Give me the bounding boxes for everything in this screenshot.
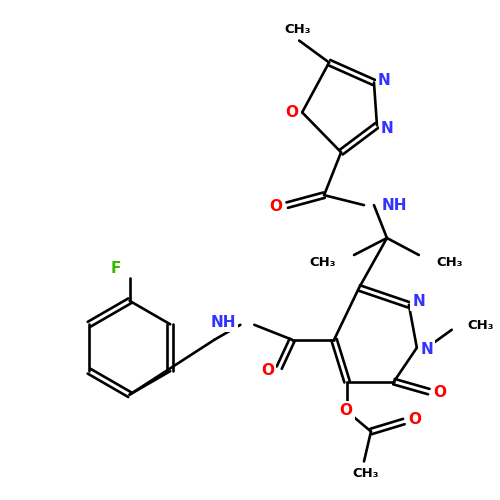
Text: O: O	[434, 385, 446, 400]
Text: CH₃: CH₃	[284, 23, 310, 36]
Text: N: N	[378, 73, 390, 88]
Text: NH: NH	[211, 316, 236, 330]
Text: CH₃: CH₃	[437, 256, 464, 270]
Text: N: N	[380, 121, 394, 136]
Text: O: O	[261, 363, 274, 378]
Text: O: O	[340, 403, 352, 418]
Text: N: N	[420, 342, 433, 357]
Text: O: O	[286, 105, 298, 120]
Text: N: N	[412, 294, 425, 310]
Text: O: O	[408, 412, 422, 427]
Text: NH: NH	[382, 198, 407, 212]
Text: CH₃: CH₃	[468, 320, 494, 332]
Text: CH₃: CH₃	[352, 467, 379, 480]
Text: O: O	[270, 198, 282, 214]
Text: F: F	[110, 262, 121, 276]
Text: CH₃: CH₃	[310, 256, 336, 270]
